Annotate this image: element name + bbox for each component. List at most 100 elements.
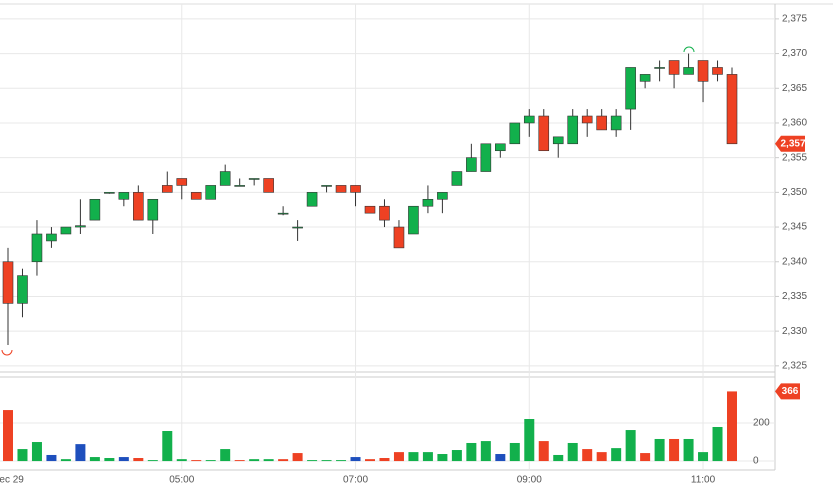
y-tick-label: 2,360 (782, 118, 807, 129)
labels: 2,325 2,330 2,335 2,340 2,345 2,350 2,355 2,360… (0, 14, 807, 486)
candle-body (292, 226, 303, 229)
volume-bar (451, 450, 462, 462)
volume-bar (712, 426, 723, 462)
y-tick-label: 2,345 (782, 222, 807, 233)
candle-body (31, 233, 43, 263)
candle-body (523, 115, 535, 124)
volume-bar (220, 449, 231, 462)
volume-bar (350, 457, 361, 462)
candle-body (581, 115, 593, 124)
candle-body (335, 185, 347, 193)
candle-body (205, 185, 217, 200)
volume-bar (191, 460, 202, 462)
volume-bar (582, 449, 593, 462)
candle-body (2, 261, 14, 304)
volume-bar (669, 438, 680, 462)
volume-bar (104, 458, 115, 462)
volume-bar (118, 457, 129, 462)
candle-body (480, 143, 492, 172)
candle-body (466, 157, 477, 172)
marks (2, 53, 738, 462)
y-tick-label: 2,365 (782, 83, 807, 94)
candle-body (190, 192, 202, 200)
volume-bar (567, 442, 578, 462)
candle-body (133, 192, 144, 221)
candle-body (60, 226, 72, 235)
candle-body (596, 115, 607, 131)
candle-body (495, 143, 506, 152)
volume-bar (176, 459, 187, 462)
volume-bar (162, 430, 173, 462)
candle-body (248, 178, 260, 180)
candle-body (552, 136, 564, 145)
price-tag-label: 2,357 (780, 138, 805, 149)
volume-tag (775, 383, 800, 400)
candle-body (393, 226, 405, 249)
x-tick-label: 07:00 (343, 475, 368, 486)
x-tick-label: Dec 29 (0, 475, 24, 486)
volume-bar (133, 458, 144, 462)
volume-bar (509, 442, 520, 462)
candle-body (668, 60, 680, 75)
volume-bar (31, 442, 42, 462)
candle-body (712, 67, 723, 75)
volume-bar (147, 460, 158, 462)
volume-bar (292, 453, 303, 462)
candle-body (538, 115, 550, 152)
volume-bar (727, 391, 737, 462)
volume-bar (524, 419, 535, 462)
y-tick-label: 2,340 (782, 256, 807, 267)
candle-body (683, 67, 694, 75)
volume-bar (640, 453, 651, 462)
y-tick-label: 2,335 (782, 291, 807, 302)
candle-body (104, 192, 115, 194)
y-tick-label: 2,325 (782, 360, 807, 371)
candle-body (379, 205, 390, 221)
candle-body (610, 115, 622, 131)
volume-bar (422, 452, 433, 462)
candle-body (89, 198, 101, 221)
x-tick-label: 09:00 (517, 475, 542, 486)
y-tick-label: 2,370 (782, 48, 807, 59)
candle-body (46, 233, 57, 242)
volume-bar (596, 452, 607, 462)
volume-bar (538, 441, 549, 462)
candle-body (422, 198, 434, 207)
volume-bar (205, 460, 216, 462)
volume-bar (408, 452, 419, 462)
candle-body (726, 74, 738, 145)
candle-body (306, 192, 318, 207)
candle-body (509, 122, 521, 145)
volume-bar (46, 454, 57, 462)
volume-bar (278, 459, 289, 462)
volume-bar (480, 441, 491, 462)
volume-bar (466, 442, 477, 462)
volume-bar (611, 448, 622, 462)
volume-bar (89, 457, 100, 462)
volume-bar (683, 438, 694, 462)
volume-bar (393, 452, 404, 462)
x-tick-label: 05:00 (169, 475, 194, 486)
candle-body (567, 115, 579, 145)
volume-bar (698, 452, 709, 462)
candle-body (118, 192, 130, 200)
candle-body (364, 205, 376, 214)
candle-body (219, 171, 231, 186)
volume-bar (307, 460, 318, 462)
volume-bar (553, 454, 564, 462)
candle-body (625, 67, 636, 110)
volume-bar (249, 459, 260, 462)
candle-body (147, 198, 159, 221)
volume-tag-label: 366 (782, 386, 799, 397)
volume-bar (75, 444, 86, 462)
y-tick-label: 2,355 (782, 152, 807, 163)
y-tick-label: 2,350 (782, 187, 807, 198)
candle-body (350, 185, 361, 193)
volume-bar (495, 454, 506, 462)
volume-bar (625, 430, 636, 462)
volume-bar (60, 459, 71, 462)
candle-body (697, 60, 709, 82)
candle-body (75, 225, 86, 228)
